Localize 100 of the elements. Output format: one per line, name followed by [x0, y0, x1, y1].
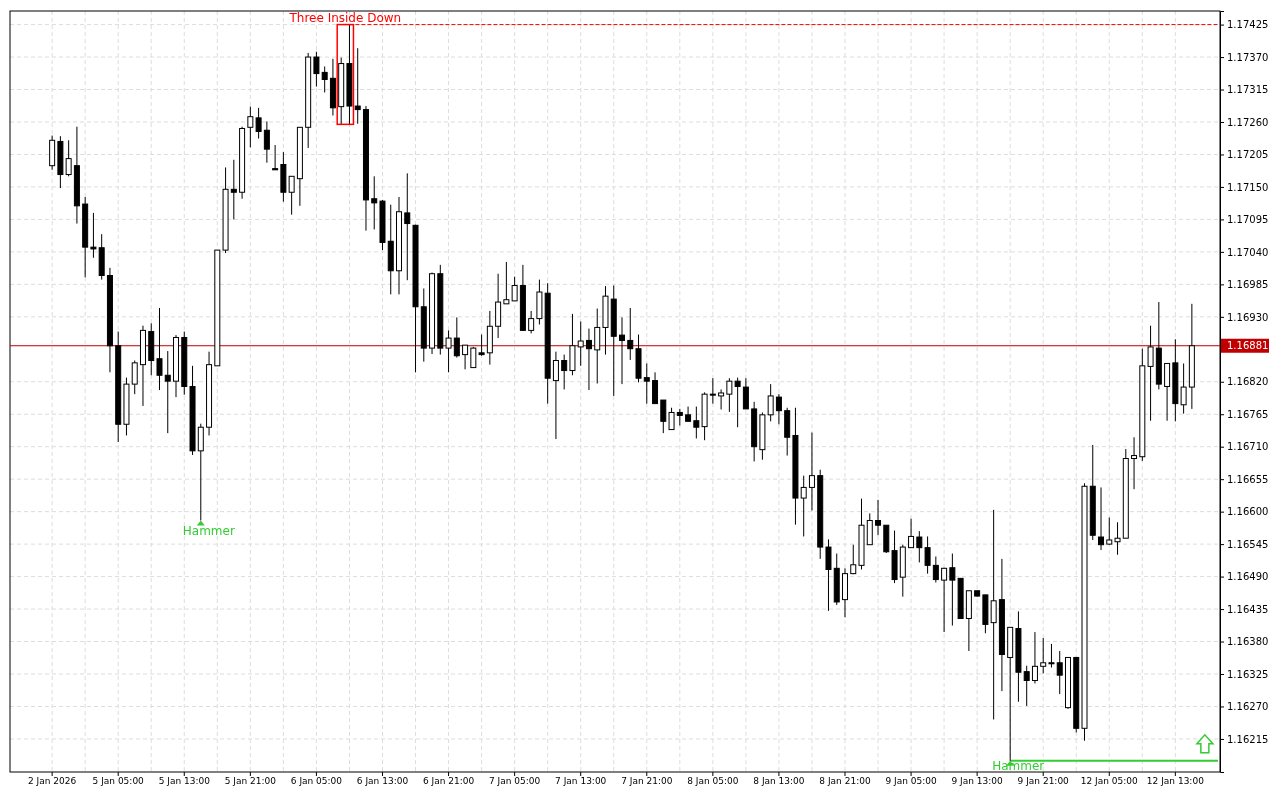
y-tick-label: 1.16600 — [1227, 506, 1269, 518]
y-tick-label: 1.17205 — [1227, 149, 1269, 161]
x-tick-label: 6 Jan 13:00 — [356, 776, 409, 787]
x-tick-label: 8 Jan 13:00 — [753, 776, 805, 787]
y-tick-label: 1.16215 — [1227, 733, 1269, 745]
candlestick — [652, 371, 659, 405]
candlestick — [577, 321, 584, 367]
candlestick — [594, 308, 601, 385]
y-tick-label: 1.16820 — [1227, 376, 1269, 388]
candlestick — [941, 567, 948, 633]
candlestick — [445, 329, 452, 373]
candlestick — [908, 518, 915, 549]
candlestick — [1048, 643, 1055, 668]
candlestick — [825, 538, 832, 612]
candlestick — [643, 362, 650, 405]
candlestick — [404, 172, 411, 281]
candlestick — [1031, 631, 1038, 684]
candlestick — [924, 535, 931, 575]
annotation: Hammer — [992, 759, 1045, 773]
y-tick-label: 1.17315 — [1227, 84, 1269, 96]
candlestick — [552, 351, 559, 440]
x-tick-label: 8 Jan 05:00 — [687, 776, 739, 787]
candlestick — [1114, 521, 1121, 556]
candlestick — [528, 310, 535, 334]
candlestick — [875, 499, 882, 536]
candlestick — [453, 316, 460, 359]
candlestick — [775, 393, 782, 425]
y-tick-label: 1.16490 — [1227, 571, 1269, 583]
candlestick — [1098, 486, 1105, 551]
x-tick-label: 5 Jan 05:00 — [92, 776, 145, 787]
y-tick-label: 1.17370 — [1227, 51, 1269, 63]
candlestick — [321, 66, 328, 93]
candlestick — [247, 106, 254, 148]
candlestick — [693, 406, 700, 439]
x-tick-label: 9 Jan 05:00 — [885, 776, 937, 787]
y-tick-label: 1.17095 — [1227, 214, 1269, 226]
candlestick — [1040, 637, 1047, 674]
candlestick — [272, 144, 279, 171]
x-tick-label: 5 Jan 21:00 — [224, 776, 277, 787]
candlestick — [1056, 650, 1063, 695]
candlestick — [990, 509, 997, 720]
y-tick-label: 1.16985 — [1227, 279, 1269, 291]
candlestick — [255, 107, 262, 140]
y-tick-label: 1.16765 — [1227, 408, 1269, 420]
candlestick — [230, 159, 237, 220]
candlestick — [718, 388, 725, 411]
y-tick-label: 1.16380 — [1227, 636, 1269, 648]
annotation: Hammer — [182, 524, 235, 539]
y-tick-label: 1.17040 — [1227, 246, 1269, 258]
candlestick — [585, 328, 592, 391]
y-tick-label: 1.17425 — [1227, 19, 1269, 31]
candlestick — [197, 423, 204, 521]
candlestick — [156, 307, 163, 391]
candlestick — [1147, 325, 1154, 422]
candlestick — [371, 175, 378, 230]
x-tick-label: 2 Jan 2026 — [28, 776, 77, 787]
candlestick — [131, 360, 138, 395]
candlestick — [619, 316, 625, 385]
candlestick — [1106, 517, 1113, 546]
x-tick-label: 6 Jan 05:00 — [290, 776, 343, 787]
x-tick-label: 9 Jan 13:00 — [951, 776, 1004, 787]
candlestick — [668, 407, 675, 431]
candlestick — [90, 212, 97, 259]
x-tick-label: 7 Jan 13:00 — [555, 776, 607, 787]
candlestick — [685, 406, 692, 422]
y-tick-label: 1.17150 — [1227, 181, 1269, 193]
y-tick-label: 1.16325 — [1227, 668, 1269, 680]
ref-line-label: 1.16881 — [1227, 339, 1269, 351]
candlestick — [916, 530, 923, 563]
y-tick-label: 1.16710 — [1227, 441, 1269, 453]
x-tick-label: 7 Jan 05:00 — [489, 776, 541, 787]
y-tick-label: 1.16545 — [1227, 538, 1269, 550]
y-tick-label: 1.16435 — [1227, 603, 1269, 615]
candlestick — [164, 350, 171, 434]
candlestick — [478, 334, 485, 357]
x-tick-label: 8 Jan 21:00 — [819, 776, 871, 787]
x-tick-label: 5 Jan 13:00 — [158, 776, 211, 787]
y-tick-label: 1.16270 — [1227, 701, 1269, 713]
candlestick — [742, 377, 749, 410]
y-tick-label: 1.16655 — [1227, 473, 1269, 485]
y-tick-label: 1.17260 — [1227, 116, 1269, 128]
candlestick — [627, 307, 634, 361]
candlestick — [354, 47, 361, 125]
y-tick-label: 1.16930 — [1227, 311, 1269, 323]
x-tick-label: 6 Jan 21:00 — [422, 776, 475, 787]
candlestick — [660, 399, 667, 434]
annotation: Three Inside Down — [288, 10, 402, 25]
candlestick — [850, 544, 857, 575]
candlestick — [808, 432, 815, 511]
x-tick-label: 9 Jan 21:00 — [1017, 776, 1070, 787]
candlestick — [800, 475, 807, 537]
candlestick — [709, 377, 716, 405]
candlestick — [1131, 436, 1138, 490]
candlestick — [561, 354, 568, 390]
candlestick — [767, 383, 774, 422]
candlestick — [932, 556, 939, 583]
candlestick — [313, 51, 320, 88]
candlestick — [263, 120, 270, 164]
candlestick — [462, 344, 469, 370]
x-tick-label: 12 Jan 13:00 — [1146, 776, 1205, 787]
